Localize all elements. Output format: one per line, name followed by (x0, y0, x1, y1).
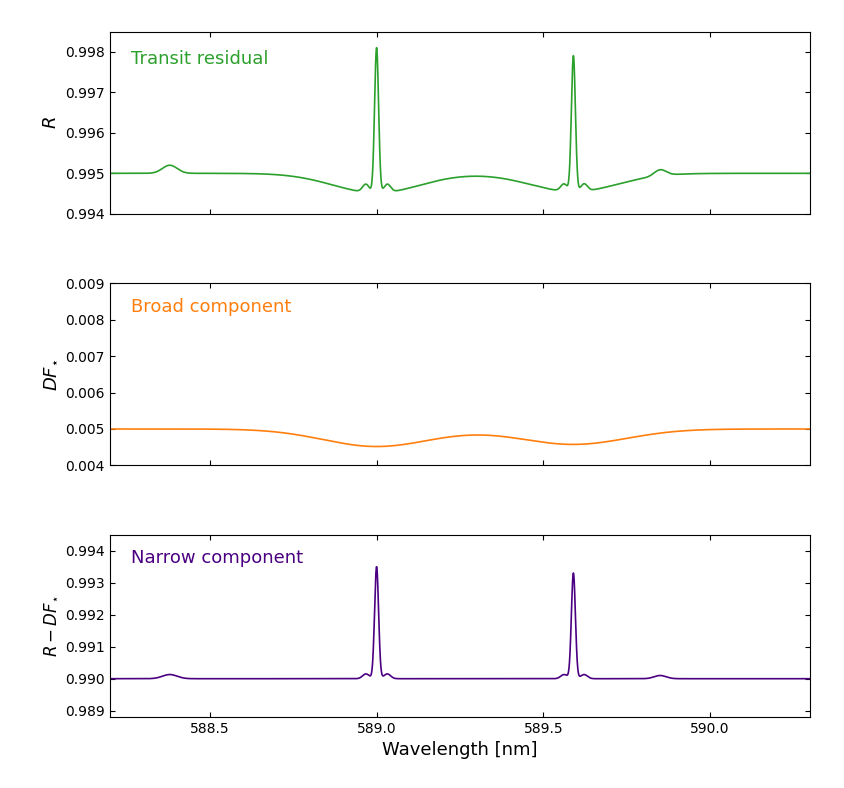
X-axis label: Wavelength [nm]: Wavelength [nm] (382, 742, 538, 760)
Y-axis label: $DF_{\star}$: $DF_{\star}$ (42, 358, 60, 391)
Text: Narrow component: Narrow component (131, 549, 303, 567)
Y-axis label: $R - DF_{\star}$: $R - DF_{\star}$ (41, 595, 60, 657)
Text: Transit residual: Transit residual (131, 50, 268, 68)
Text: Broad component: Broad component (131, 298, 291, 316)
Y-axis label: $R$: $R$ (41, 117, 60, 129)
